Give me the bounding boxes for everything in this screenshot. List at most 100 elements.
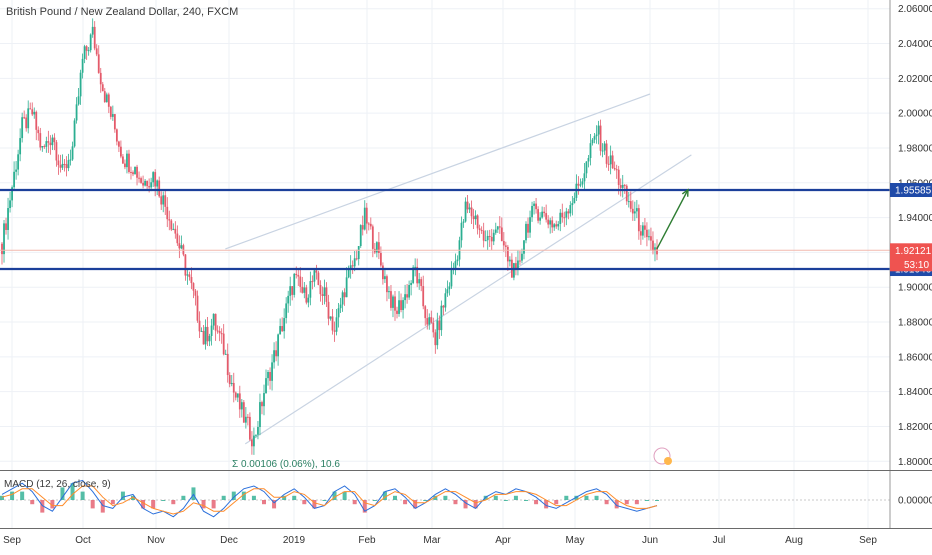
candle-body (579, 184, 582, 186)
macd-histogram-bar (262, 500, 266, 505)
macd-title: MACD (12, 26, close, 9) (4, 479, 111, 490)
candle-body (434, 332, 437, 346)
candle-body (101, 84, 104, 92)
candle-body (583, 173, 586, 182)
candle-body (204, 326, 207, 345)
candle-body (392, 296, 394, 308)
trendline-upper[interactable] (225, 93, 651, 250)
macd-histogram-bar (131, 495, 135, 500)
candle-body (450, 270, 453, 287)
candle-body (430, 317, 433, 323)
candle-body (156, 180, 159, 187)
arrow-annotation[interactable] (656, 188, 689, 250)
candle-body (476, 215, 479, 229)
macd-histogram-bar (90, 500, 95, 509)
candle-body (168, 219, 171, 221)
candle-body (404, 294, 406, 301)
candle-body (33, 111, 36, 115)
candle-body (410, 282, 413, 286)
candle-body (613, 168, 616, 170)
candle-body (444, 293, 447, 308)
candle-body (287, 295, 290, 304)
candle-body (172, 228, 175, 230)
x-tick-label: Feb (358, 535, 376, 546)
macd-histogram-bar (473, 500, 478, 509)
candle-body (553, 224, 556, 228)
candle-body (565, 211, 568, 218)
macd-histogram-bar (221, 495, 226, 500)
candle-body (146, 180, 149, 187)
macd-histogram-bar (282, 495, 287, 500)
candle-body (537, 209, 539, 221)
candle-body (154, 172, 157, 187)
arrow-head[interactable] (681, 188, 689, 197)
candle-body (120, 146, 122, 157)
candle-body (623, 184, 626, 186)
candle-body (631, 208, 634, 214)
candle-body (226, 353, 229, 376)
candle-body (269, 372, 271, 381)
candle-body (551, 220, 554, 228)
candle-body (37, 129, 40, 134)
candle-body (369, 223, 372, 227)
candle-body (561, 212, 564, 218)
candle-body (291, 286, 294, 295)
candle-body (531, 205, 533, 218)
candle-body (85, 46, 88, 51)
y-tick-label: 1.80000 (898, 457, 932, 468)
candle-body (571, 203, 574, 206)
candle-body (541, 211, 544, 218)
candle-body (134, 166, 136, 175)
candle-body (347, 269, 350, 278)
candle-body (164, 195, 167, 207)
candle-body (365, 207, 368, 224)
candle-body (297, 275, 300, 277)
candle-body (563, 217, 566, 219)
x-tick-label: May (566, 535, 585, 546)
candle-body (75, 104, 78, 121)
candle-body (214, 313, 217, 331)
trendlines[interactable] (225, 93, 692, 445)
macd-histogram-bar (655, 500, 659, 501)
macd-histogram-bar (403, 500, 408, 505)
candle-body (498, 226, 501, 228)
candle-body (504, 245, 507, 247)
candle-body (77, 96, 80, 105)
candle-body (228, 375, 231, 385)
macd-histogram-bar (100, 500, 105, 513)
candle-body (361, 225, 364, 230)
candle-body (321, 294, 324, 296)
macd-histogram-bar (211, 500, 216, 509)
candle-body (277, 334, 280, 357)
candle-body (432, 322, 435, 333)
candle-body (216, 330, 219, 332)
candle-body (293, 273, 296, 295)
candle-body (19, 138, 22, 155)
horizontal-levels[interactable] (0, 188, 890, 271)
trendline-lower[interactable] (244, 154, 692, 445)
candle-body (549, 220, 552, 225)
candle-body (285, 303, 288, 319)
candle-body (460, 222, 463, 241)
candle-body (198, 320, 201, 332)
macd-histogram-bar (534, 500, 539, 505)
event-dot-icon (664, 457, 672, 465)
candle-body (162, 195, 165, 205)
candle-body (13, 171, 15, 188)
candle-body (482, 230, 485, 241)
candle-body (51, 137, 54, 146)
candle-body (279, 326, 282, 335)
candle-body (525, 223, 527, 241)
candle-body (39, 133, 42, 148)
macd-histogram-bar (161, 500, 166, 501)
macd-histogram-bar (544, 500, 549, 509)
candle-body (349, 265, 352, 270)
arrow-shaft[interactable] (656, 189, 689, 250)
level-badge-label: 1.95585 (895, 186, 932, 197)
candle-body (325, 287, 328, 302)
candle-body (343, 292, 346, 298)
candle-body (615, 169, 618, 171)
measure-annotation: Σ 0.00106 (0.06%), 10.6 (232, 459, 340, 470)
